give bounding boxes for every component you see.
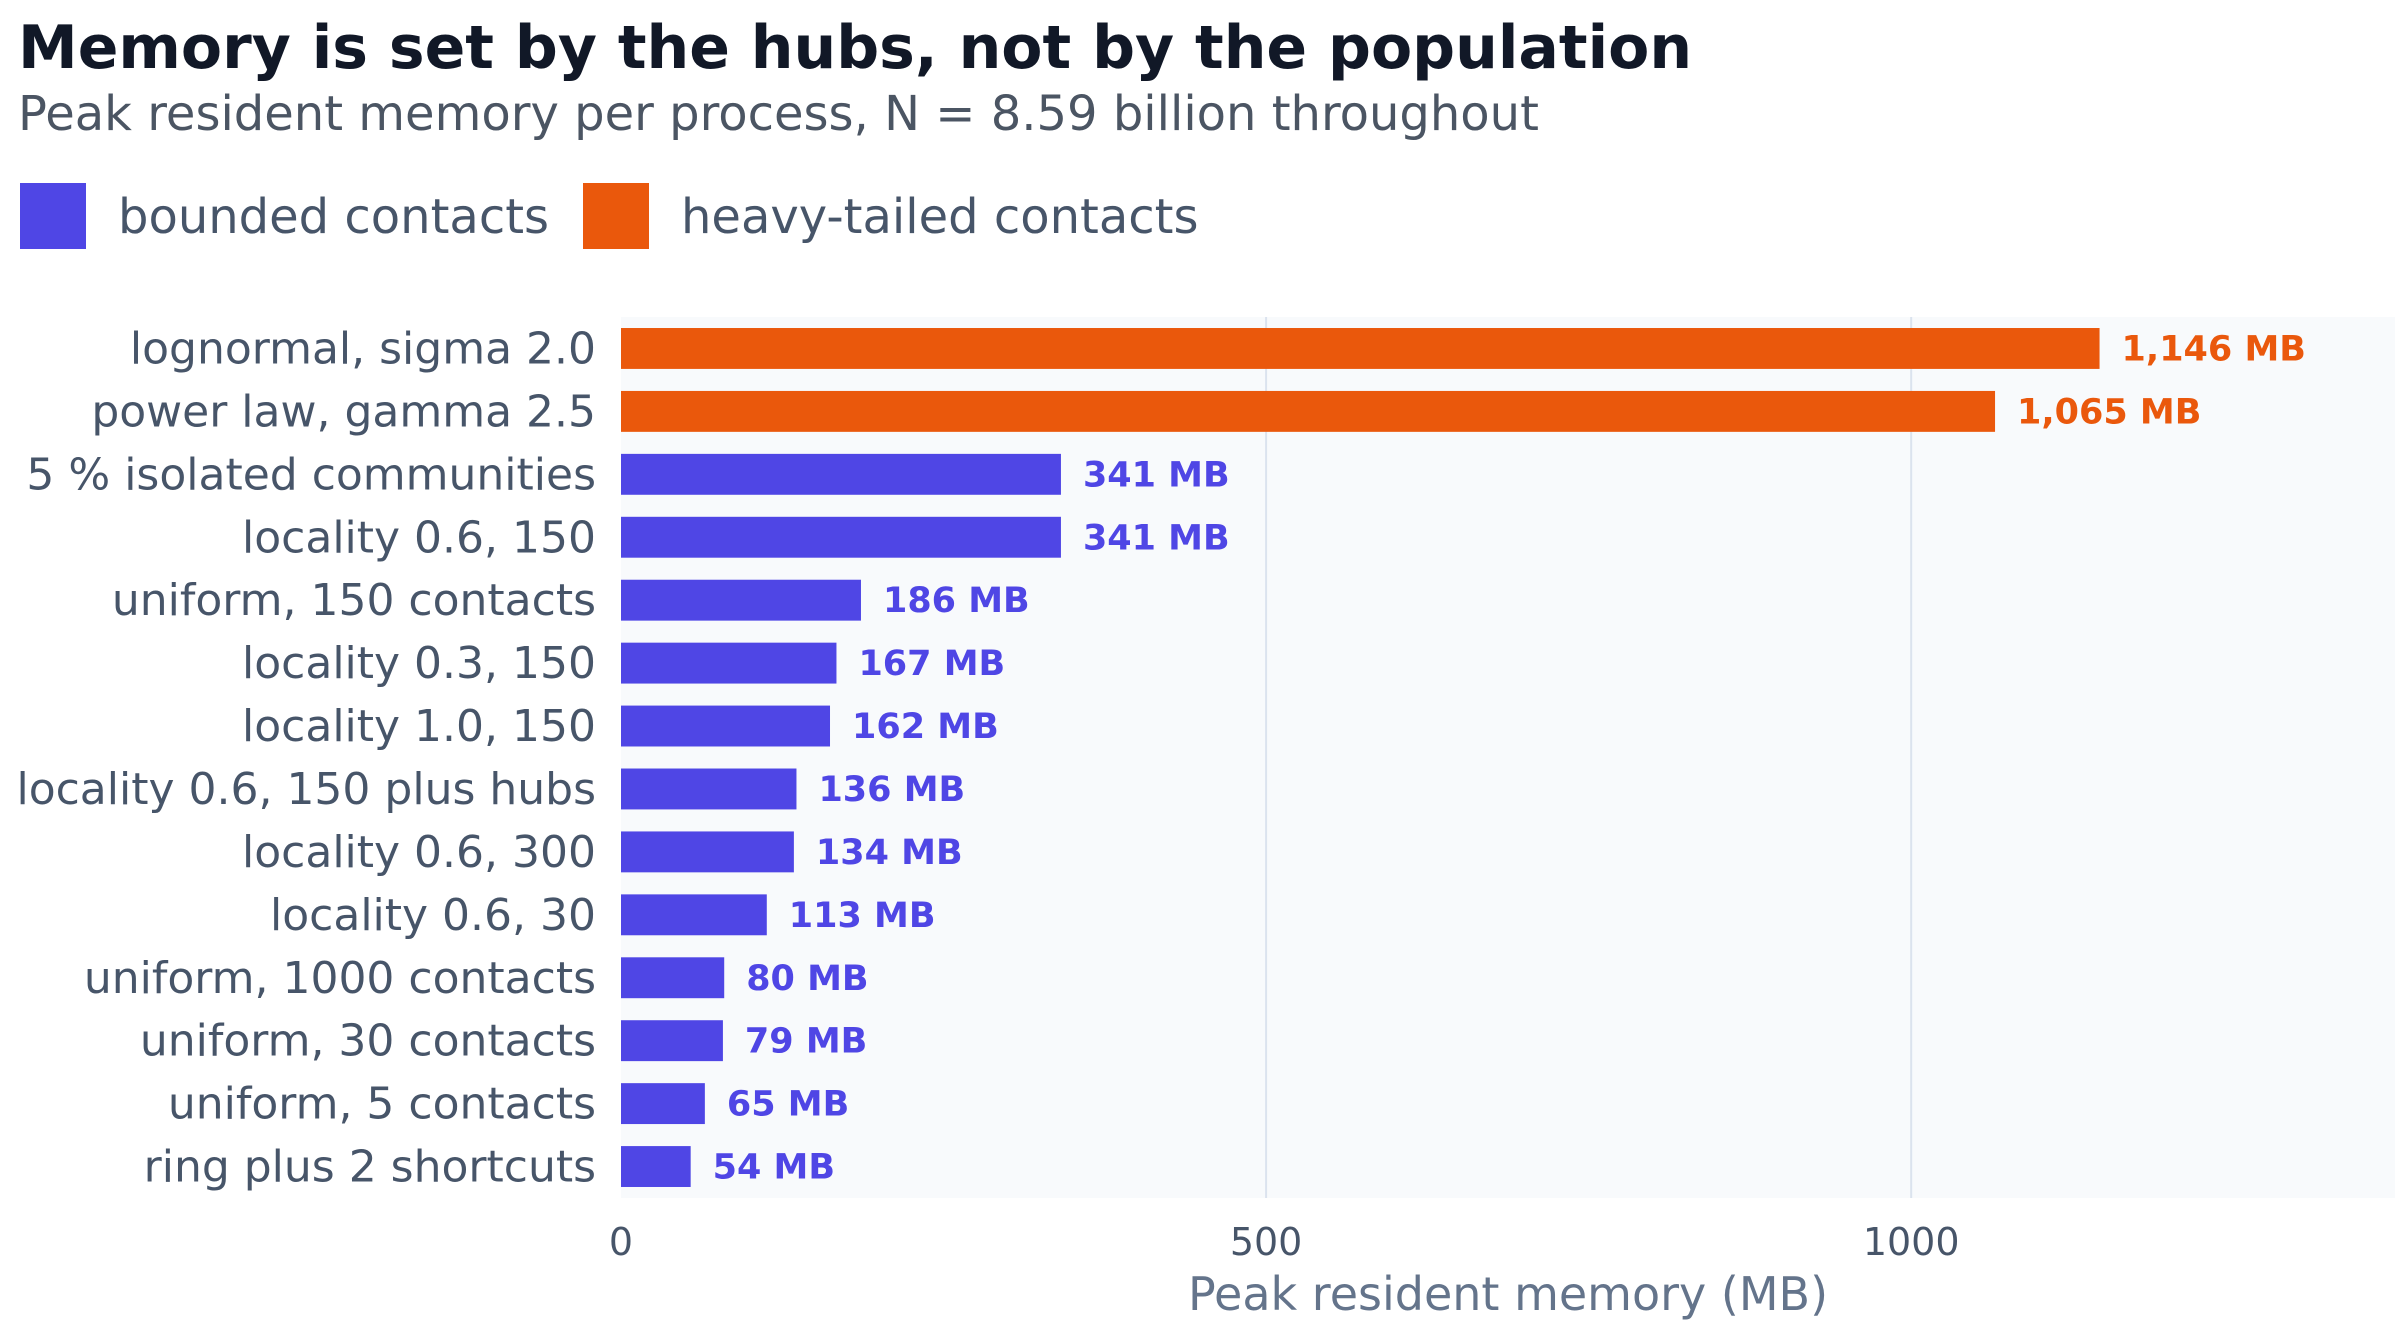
bar-value-label: 113 MB: [789, 896, 936, 936]
bar-value-label: 1,065 MB: [2017, 392, 2201, 432]
bar-value-label: 162 MB: [852, 707, 999, 747]
y-tick-label: uniform, 30 contacts: [140, 1016, 596, 1067]
y-tick-label: locality 0.6, 30: [270, 890, 596, 941]
y-tick-label: uniform, 5 contacts: [168, 1079, 596, 1130]
x-axis-title: Peak resident memory (MB): [1188, 1267, 1828, 1320]
x-axis-ticks: 0 500 1000: [609, 1220, 1960, 1264]
bar: [621, 705, 831, 747]
bars: lognormal, sigma 2.0 1,146 MB power law, g…: [16, 323, 2305, 1192]
bar-value-label: 186 MB: [883, 581, 1030, 621]
chart-subtitle: Peak resident memory per process, N = 8.…: [18, 86, 1539, 142]
bar: [621, 831, 794, 873]
bar-value-label: 79 MB: [745, 1022, 867, 1062]
y-tick-label: power law, gamma 2.5: [91, 386, 596, 437]
bar: [621, 957, 725, 999]
y-tick-label: uniform, 150 contacts: [112, 575, 596, 626]
chart-title: Memory is set by the hubs, not by the po…: [18, 13, 1692, 83]
bar: [621, 1146, 691, 1187]
bar: [621, 1083, 705, 1125]
x-tick-label: 500: [1230, 1220, 1303, 1264]
legend-swatch-heavy-tailed: [583, 183, 649, 249]
bar-value-label: 80 MB: [746, 959, 868, 999]
y-tick-label: locality 0.3, 150: [242, 638, 596, 689]
bar: [621, 642, 837, 684]
bar: [621, 453, 1061, 495]
bar-value-label: 341 MB: [1083, 518, 1230, 558]
bar: [621, 516, 1061, 558]
y-tick-label: locality 1.0, 150: [242, 701, 596, 752]
legend: bounded contacts heavy-tailed contacts: [20, 183, 1198, 249]
legend-swatch-bounded: [20, 183, 86, 249]
legend-label-heavy-tailed: heavy-tailed contacts: [681, 189, 1198, 245]
y-tick-label: locality 0.6, 150 plus hubs: [16, 764, 596, 815]
bar: [621, 1020, 723, 1062]
y-tick-label: 5 % isolated communities: [26, 449, 596, 500]
bar-value-label: 341 MB: [1083, 455, 1230, 495]
bar-value-label: 54 MB: [713, 1148, 835, 1188]
bar: [621, 894, 767, 936]
y-tick-label: lognormal, sigma 2.0: [130, 323, 596, 374]
bar-value-label: 136 MB: [818, 770, 965, 810]
bar: [621, 768, 797, 810]
bar: [621, 328, 2100, 369]
bar-value-label: 65 MB: [727, 1085, 849, 1125]
bar-value-label: 167 MB: [858, 644, 1005, 684]
x-tick-label: 0: [609, 1220, 633, 1264]
y-tick-label: ring plus 2 shortcuts: [144, 1142, 596, 1193]
y-tick-label: uniform, 1000 contacts: [84, 953, 596, 1004]
legend-label-bounded: bounded contacts: [118, 189, 549, 245]
y-tick-label: locality 0.6, 300: [242, 827, 596, 878]
bar: [621, 579, 861, 621]
bar-value-label: 1,146 MB: [2122, 329, 2306, 369]
y-tick-label: locality 0.6, 150: [242, 512, 596, 563]
plot-area: [621, 317, 2395, 1198]
x-tick-label: 1000: [1863, 1220, 1960, 1264]
bar-value-label: 134 MB: [816, 833, 963, 873]
bar: [621, 390, 1996, 432]
gridlines: [1265, 317, 1913, 1198]
